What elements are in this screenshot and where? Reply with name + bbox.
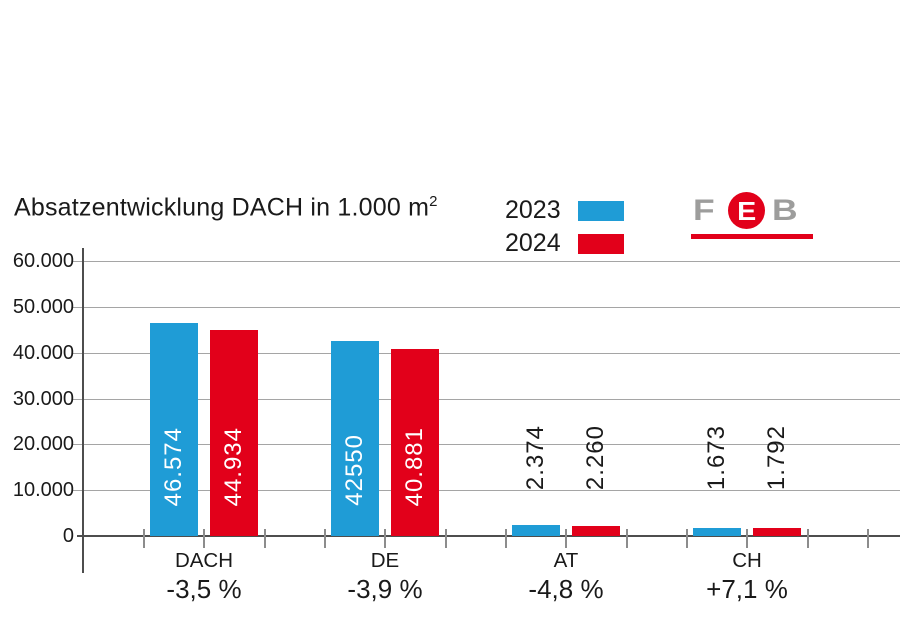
legend-swatch-2024	[578, 233, 624, 254]
y-axis-label: 60.000	[12, 250, 74, 272]
feb-logo: F E B	[688, 190, 816, 244]
gridline-40.000	[72, 352, 900, 354]
x-axis-tick	[444, 529, 447, 548]
y-axis-label: 0	[62, 525, 74, 547]
x-axis-tick	[504, 529, 507, 548]
y-axis-label: 50.000	[12, 295, 74, 318]
y-axis-label: 10.000	[12, 479, 74, 502]
bar-value-2023-AT: 2.374	[522, 424, 549, 490]
bar-value-2024-CH: 1.792	[763, 424, 790, 490]
gridline-10.000	[72, 490, 900, 492]
logo-letter-b: B	[772, 194, 798, 227]
bar-value-2023-DACH: 46.574	[160, 426, 187, 506]
chart-title-superscript: 2	[429, 193, 438, 210]
gridline-50.000	[72, 306, 900, 308]
x-axis-line	[77, 535, 900, 537]
legend-swatch-2023	[578, 200, 624, 221]
change-label-DE: -3,9 %	[347, 574, 423, 604]
x-axis-tick	[806, 529, 809, 548]
x-axis-tick	[142, 529, 145, 548]
x-axis-tick	[867, 529, 869, 548]
legend-item-2024: 2024	[505, 229, 624, 258]
y-axis-line	[82, 248, 84, 573]
x-axis-label-CH: CH	[732, 549, 762, 572]
bar-2024-AT	[572, 525, 620, 536]
x-axis-label-DE: DE	[370, 549, 400, 572]
bar-value-2024-DE: 40.881	[401, 426, 428, 506]
bar-value-2024-DACH: 44.934	[220, 426, 247, 506]
gridline-30.000	[72, 398, 900, 400]
legend-label-2023: 2023	[505, 196, 561, 224]
bar-2023-DE	[331, 340, 379, 536]
x-axis-label-DACH: DACH	[174, 549, 234, 572]
change-label-CH: +7,1 %	[706, 574, 788, 604]
x-axis-tick	[746, 529, 748, 548]
bar-value-2023-DE: 42550	[341, 434, 368, 506]
logo-underline	[691, 234, 813, 239]
bar-2024-DACH	[210, 330, 258, 536]
y-axis-label: 20.000	[12, 433, 74, 456]
x-axis-tick	[323, 529, 326, 548]
x-axis-label-AT: AT	[553, 549, 579, 572]
change-label-AT: -4,8 %	[528, 574, 604, 604]
legend-label-2024: 2024	[505, 229, 561, 257]
gridline-60.000	[72, 261, 900, 262]
legend-item-2023: 2023	[505, 196, 624, 225]
logo-circle-icon: E	[728, 192, 765, 229]
bar-2023-AT	[512, 525, 560, 536]
bar-2024-DE	[391, 348, 439, 536]
bar-value-2023-CH: 1.673	[703, 424, 730, 490]
chart-title: Absatzentwicklung DACH in 1.000 m2	[14, 193, 438, 222]
bar-value-2024-AT: 2.260	[582, 424, 609, 490]
bar-2024-CH	[753, 527, 801, 536]
x-axis-tick	[625, 529, 628, 548]
change-label-DACH: -3,5 %	[166, 574, 242, 604]
logo-letter-f: F	[693, 194, 715, 227]
bar-2023-DACH	[150, 322, 198, 536]
y-axis-label: 30.000	[12, 387, 74, 410]
logo-letter-e: E	[736, 195, 757, 226]
bar-2023-CH	[693, 528, 741, 536]
x-axis-tick	[384, 529, 386, 548]
gridline-20.000	[72, 444, 900, 446]
x-axis-tick	[565, 529, 567, 548]
x-axis-tick	[263, 529, 266, 548]
chart-title-text: Absatzentwicklung DACH in 1.000 m	[14, 193, 430, 222]
y-axis-label: 40.000	[12, 341, 74, 364]
x-axis-tick	[203, 529, 205, 548]
x-axis-tick	[685, 529, 688, 548]
